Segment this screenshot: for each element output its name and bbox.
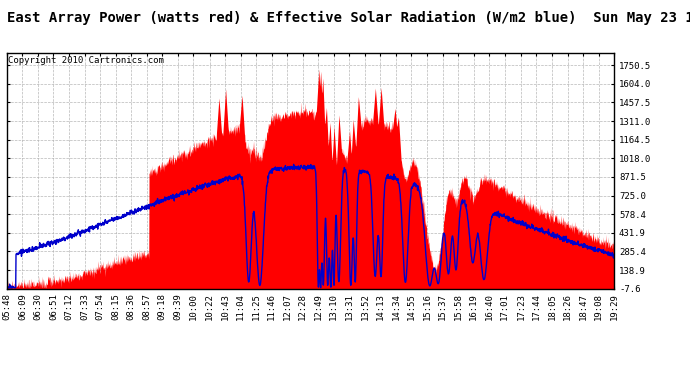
Text: Copyright 2010 Cartronics.com: Copyright 2010 Cartronics.com <box>8 56 164 65</box>
Text: East Array Power (watts red) & Effective Solar Radiation (W/m2 blue)  Sun May 23: East Array Power (watts red) & Effective… <box>7 11 690 26</box>
